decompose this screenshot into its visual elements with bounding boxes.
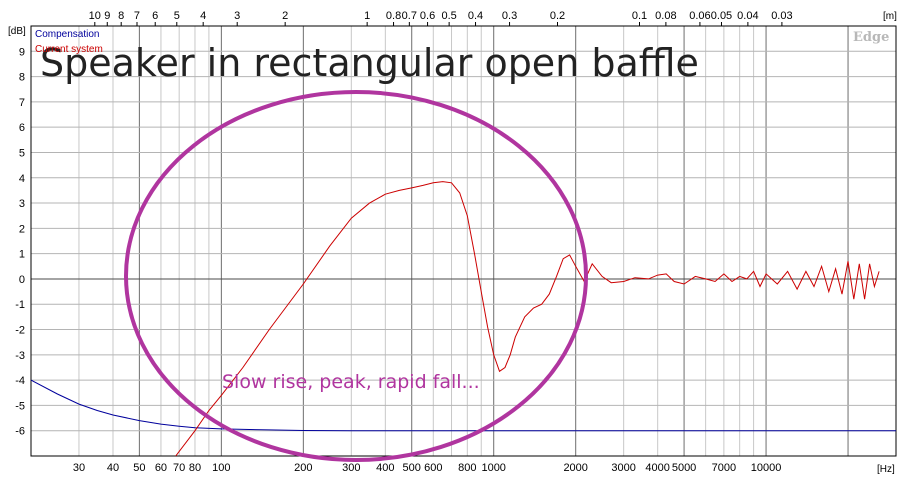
x-tick-label: 300 — [342, 462, 360, 474]
y-tick-label: 2 — [19, 223, 25, 235]
x-tick-label: 7000 — [712, 462, 736, 474]
x-tick-label: 10000 — [751, 462, 782, 474]
top-tick-labels: 10 9 8 7 6 5 4 3 2 1 0.8 0.7 0.6 0.5 0.4 0.3 0.2 0.1 0.08 0… — [89, 10, 793, 26]
x-tick-label: 400 — [376, 462, 394, 474]
x-tick-label: 50 — [133, 462, 145, 474]
y-tick-labels: 9 8 7 6 5 4 3 2 1 0 -1 -2 -3 -4 -5 -6 — [15, 46, 25, 437]
x-tick-label: 100 — [212, 462, 230, 474]
watermark: Edge — [853, 30, 889, 45]
y-tick-label: 5 — [19, 147, 25, 159]
top-tick-label: 0.5 — [441, 10, 456, 22]
top-tick-label: 0.6 — [420, 10, 435, 22]
y-tick-label: 9 — [19, 46, 25, 58]
y-tick-label: 0 — [19, 274, 25, 286]
top-tick-label: 2 — [282, 10, 288, 22]
top-tick-label: 7 — [134, 10, 140, 22]
y-tick-label: -2 — [15, 325, 25, 337]
x-tick-labels: 30 40 50 60 70 80 100 200 300 400 500 600 800 1000 200… — [73, 462, 782, 474]
y-tick-label: -3 — [15, 350, 25, 362]
annotation-text: Slow rise, peak, rapid fall... — [222, 371, 480, 393]
highlight-ellipse — [124, 90, 588, 462]
y-tick-label: 1 — [19, 249, 25, 261]
x-tick-label: 3000 — [611, 462, 635, 474]
x-tick-label: 70 — [173, 462, 185, 474]
x-tick-label: 40 — [107, 462, 119, 474]
top-unit-label: [m] — [883, 11, 897, 22]
top-tick-label: 0.06 — [689, 10, 710, 22]
top-tick-label: 3 — [234, 10, 240, 22]
y-tick-label: 8 — [19, 72, 25, 84]
series-current-system-line — [175, 181, 880, 456]
top-tick-label: 0.03 — [771, 10, 792, 22]
series-compensation-line — [31, 379, 896, 432]
top-tick-label: 0.2 — [550, 10, 565, 22]
top-tick-label: 0.1 — [632, 10, 647, 22]
axes — [30, 25, 897, 457]
top-tick-label: 6 — [152, 10, 158, 22]
y-tick-label: -1 — [15, 299, 25, 311]
x-tick-label: 500 — [403, 462, 421, 474]
series-lines — [31, 181, 896, 456]
top-tick-label: 8 — [118, 10, 124, 22]
x-tick-label: 80 — [189, 462, 201, 474]
y-tick-label: -6 — [15, 426, 25, 438]
x-tick-label: 1000 — [481, 462, 505, 474]
top-tick-label: 10 — [89, 10, 101, 22]
chart-title: Speaker in rectangular open baffle — [40, 41, 699, 85]
x-tick-label: 30 — [73, 462, 85, 474]
legend-compensation: Compensation — [35, 29, 99, 40]
top-tick-label: 0.04 — [737, 10, 758, 22]
plot-frame — [30, 25, 897, 457]
top-tick-label: 5 — [174, 10, 180, 22]
x-tick-label: 5000 — [672, 462, 696, 474]
x-tick-label: 200 — [294, 462, 312, 474]
top-tick-label: 4 — [200, 10, 206, 22]
x-tick-label: 4000 — [645, 462, 669, 474]
x-tick-label: 60 — [155, 462, 167, 474]
legend-current-system: Current system — [35, 44, 103, 55]
x-tick-label: 800 — [458, 462, 476, 474]
top-tick-label: 0.4 — [468, 10, 483, 22]
top-tick-label: 9 — [104, 10, 110, 22]
y-tick-label: 7 — [19, 97, 25, 109]
x-tick-label: 600 — [424, 462, 442, 474]
y-tick-label: 4 — [19, 173, 25, 185]
top-tick-label: 0.3 — [502, 10, 517, 22]
y-unit-label: [dB] — [8, 26, 26, 37]
top-tick-label: 1 — [364, 10, 370, 22]
y-tick-label: 6 — [19, 122, 25, 134]
top-tick-label: 0.8 — [386, 10, 401, 22]
y-tick-label: -5 — [15, 400, 25, 412]
y-tick-label: 3 — [19, 198, 25, 210]
top-tick-label: 0.08 — [655, 10, 676, 22]
top-tick-label: 0.05 — [711, 10, 732, 22]
top-tick-label: 0.7 — [402, 10, 417, 22]
x-unit-label: [Hz] — [877, 464, 895, 475]
x-tick-label: 2000 — [563, 462, 587, 474]
y-tick-label: -4 — [15, 375, 25, 387]
